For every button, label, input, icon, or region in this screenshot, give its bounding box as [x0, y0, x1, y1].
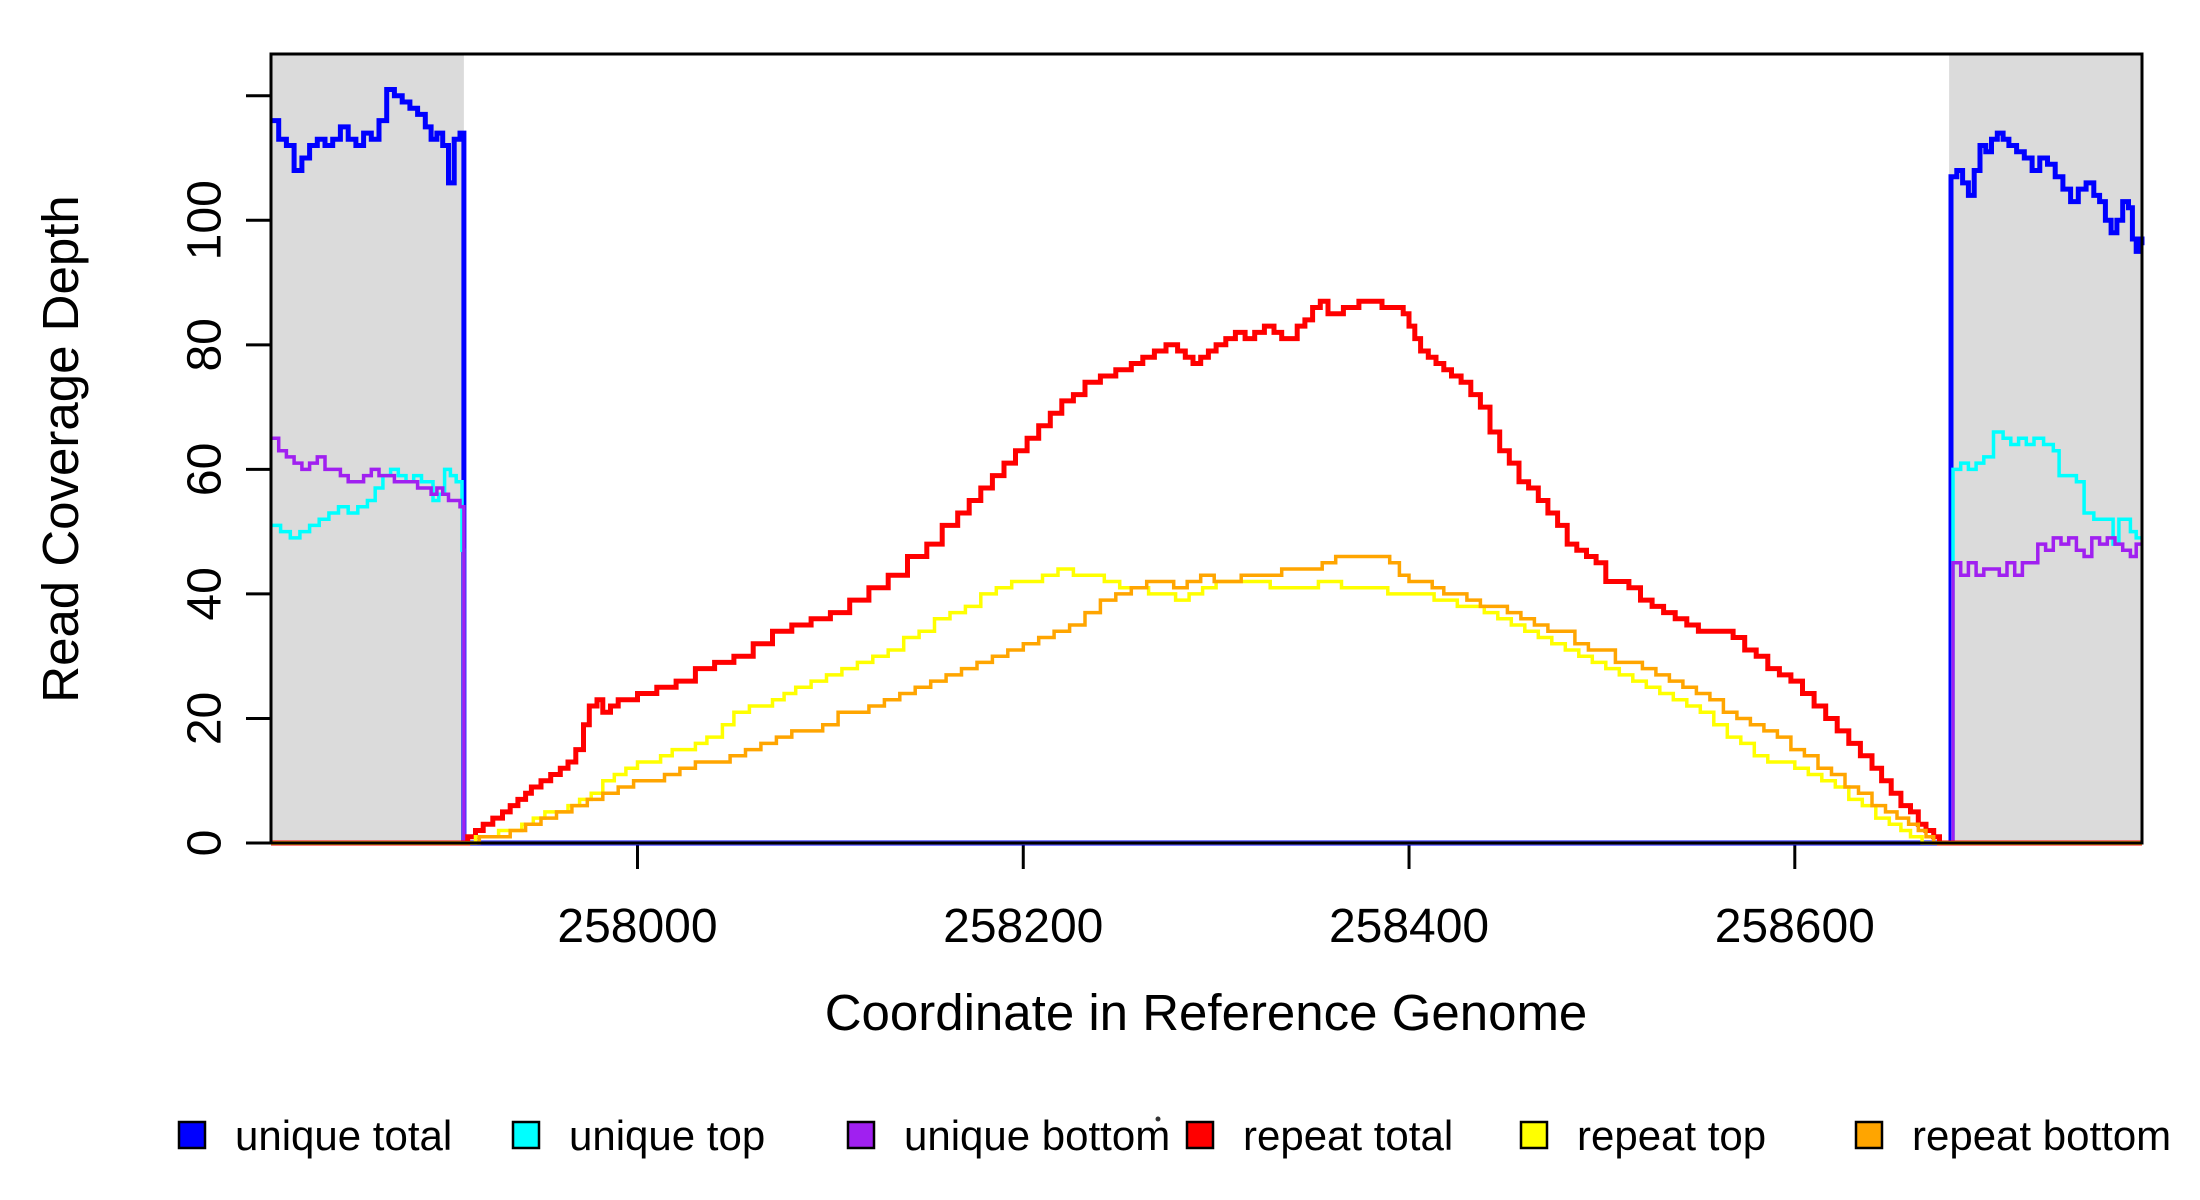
y-tick-label: 80	[179, 318, 232, 371]
series-repeat-bottom	[271, 554, 2142, 845]
series-repeat-total	[271, 298, 2142, 846]
legend-swatch-unique-bottom	[846, 1120, 876, 1150]
flank-shading-layer	[271, 54, 2142, 843]
legend-item-unique-top: unique top	[511, 1112, 765, 1159]
flank-shaded-region-left	[271, 54, 464, 843]
legend-item-repeat-total: repeat total	[1185, 1112, 1453, 1159]
x-tick-label: 258000	[557, 900, 717, 953]
y-tick-label: 40	[179, 567, 232, 620]
x-tick-label: 258400	[1329, 900, 1489, 953]
y-tick-label: 60	[179, 443, 232, 496]
x-axis-title: Coordinate in Reference Genome	[825, 984, 1588, 1041]
legend-item-repeat-bottom: repeat bottom	[1854, 1112, 2171, 1159]
legend-item-repeat-top: repeat top	[1519, 1112, 1766, 1159]
x-tick-label: 258200	[943, 900, 1103, 953]
x-tick-label: 258600	[1715, 900, 1875, 953]
series-unique-total	[271, 87, 2145, 846]
legend-label: unique total	[235, 1112, 452, 1159]
legend-label: unique bottom	[904, 1112, 1170, 1159]
axes-layer: 258000 258200 258400 258600 0 20 40 60 80 100	[179, 94, 1875, 953]
series-repeat-top	[271, 567, 2142, 845]
plot-border-box	[269, 52, 2144, 845]
y-tick-label: 20	[179, 692, 232, 745]
y-tick-label: 100	[179, 180, 232, 260]
series-layer	[271, 87, 2145, 846]
legend-label: repeat total	[1243, 1112, 1453, 1159]
y-axis-title: Read Coverage Depth	[32, 195, 89, 703]
legend-swatch-unique-total	[177, 1120, 207, 1150]
legend-swatch-unique-top	[511, 1120, 541, 1150]
y-tick-label: 0	[179, 830, 232, 857]
legend: unique total unique top unique bottom repea…	[177, 1112, 2171, 1159]
legend-swatch-repeat-bottom	[1854, 1120, 1884, 1150]
legend-swatch-repeat-total	[1185, 1120, 1215, 1150]
stray-dot-artifact	[1155, 1116, 1161, 1122]
legend-label: repeat bottom	[1912, 1112, 2171, 1159]
legend-label: unique top	[569, 1112, 765, 1159]
plot-box-layer	[269, 52, 2144, 845]
legend-swatch-repeat-top	[1519, 1120, 1549, 1150]
flank-shaded-region-right	[1949, 54, 2142, 843]
legend-item-unique-bottom: unique bottom	[846, 1112, 1170, 1159]
legend-label: repeat top	[1577, 1112, 1766, 1159]
legend-item-unique-total: unique total	[177, 1112, 452, 1159]
